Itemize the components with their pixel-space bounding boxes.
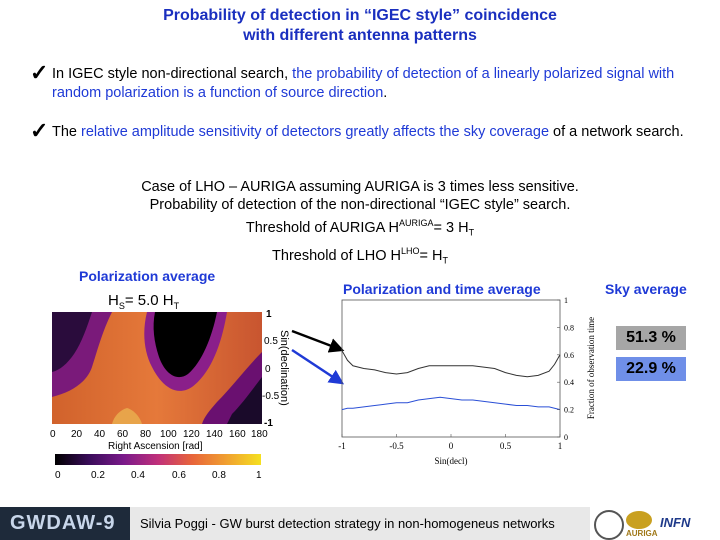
skymap-xtick: 180 [251, 429, 268, 440]
line-chart: -1 -0.5 0 0.5 1 0 0.2 0.4 0.6 0.8 1 Sin(decl) Fra… [338, 296, 596, 466]
colorbar-tick: 1 [256, 470, 262, 481]
skymap-region [153, 312, 217, 378]
skymap-ylabel: Sin(declination) [278, 330, 290, 406]
chart-xtick: 0 [449, 441, 454, 451]
chart-frame [341, 299, 561, 438]
bullet-1-highlight: the probability of detection of a linear… [52, 66, 675, 101]
skymap-xtick: 120 [183, 429, 200, 440]
skymap-ytick: -0.5 [262, 391, 280, 402]
auriga-logo-icon [626, 511, 652, 529]
arrows [291, 329, 345, 385]
skymap-threshold-label: HS= 5.0 HT [108, 292, 180, 311]
chart-ytick: 0.2 [564, 406, 574, 415]
skymap-xtick: 160 [229, 429, 246, 440]
skymap-xtick: 40 [94, 429, 106, 440]
bullet-2-highlight: relative amplitude sensitivity of detect… [81, 124, 550, 140]
chart-series-line-1 [341, 350, 561, 378]
chart-ytick: 1 [564, 296, 568, 305]
skymap-xtick: 0 [50, 429, 56, 440]
skymap-ytick: 0.5 [264, 336, 278, 347]
bullet-1: ✓ In IGEC style non-directional search, … [30, 62, 702, 103]
heading-polarization-average: Polarization average [79, 268, 216, 284]
university-seal-icon [594, 510, 624, 540]
colorbar-tick: 0.4 [131, 470, 145, 481]
skymap-ytick: 0 [265, 364, 271, 375]
chart-ytick: 0.6 [564, 351, 574, 360]
case-line-2: Probability of detection of the non-dire… [149, 197, 571, 213]
skymap-plot [52, 312, 262, 424]
footer-bar: GWDAW-9 Silvia Poggi - GW burst detectio… [0, 507, 720, 540]
chart-ytick: 0.4 [564, 378, 574, 387]
arrow-blue [291, 348, 345, 385]
bullet-2-pre: The [52, 124, 82, 140]
chart-xtick: -0.5 [389, 441, 404, 451]
bullet-1-post: . [383, 85, 388, 101]
footer-caption: Silvia Poggi - GW burst detection strate… [140, 516, 555, 531]
heading-polarization-time-average: Polarization and time average [343, 281, 541, 297]
colorbar-tick: 0.6 [172, 470, 186, 481]
skymap-xtick: 80 [140, 429, 152, 440]
footer-logos: AURIGA INFN [590, 507, 720, 540]
bullet-2-post: of a network search. [549, 124, 684, 140]
chart-xlabel: Sin(decl) [435, 456, 468, 466]
chart-xtick: 1 [558, 441, 563, 451]
title-line-2: with different antenna patterns [243, 27, 477, 44]
page-title: Probability of detection in “IGEC style”… [0, 6, 720, 46]
footer-caption-area: Silvia Poggi - GW burst detection strate… [130, 507, 590, 540]
colorbar-tick: 0.2 [91, 470, 105, 481]
arrow-black [291, 329, 345, 353]
bullet-1-pre: In IGEC style non-directional search, [52, 66, 293, 82]
case-line-1: Case of LHO – AURIGA assuming AURIGA is … [141, 179, 579, 195]
skymap-region [112, 408, 142, 424]
skymap-xtick: 60 [117, 429, 129, 440]
case-description: Case of LHO – AURIGA assuming AURIGA is … [0, 178, 720, 269]
case-line-4: Threshold of LHO HLHO= HT [272, 245, 448, 266]
chart-series-line-2 [341, 396, 561, 411]
chart-xtick: -1 [338, 441, 346, 451]
skymap-ytick: -1 [264, 418, 273, 429]
sky-average-value-1: 51.3 % [616, 326, 686, 350]
skymap-region [227, 377, 262, 424]
checkmark-icon: ✓ [30, 118, 49, 143]
chart-xtick: 0.5 [500, 441, 512, 451]
chart-ytick: 0.8 [564, 323, 574, 332]
skymap-xlabel: Right Ascension [rad] [108, 441, 203, 452]
chart-ytick: 0 [564, 433, 568, 442]
infn-logo: INFN [660, 515, 691, 530]
title-line-1: Probability of detection in “IGEC style”… [163, 7, 557, 24]
sky-average-value-2: 22.9 % [616, 357, 686, 381]
gwdaw-logo: GWDAW-9 [0, 507, 130, 540]
skymap-xtick: 100 [160, 429, 177, 440]
skymap-region [52, 312, 92, 372]
gwdaw-logo-text: GWDAW-9 [10, 512, 116, 534]
skymap-ytick: 1 [266, 309, 272, 320]
skymap-xtick: 20 [71, 429, 83, 440]
auriga-logo-text: AURIGA [626, 529, 658, 538]
colorbar-tick: 0.8 [212, 470, 226, 481]
bullet-2: ✓ The relative amplitude sensitivity of … [30, 120, 702, 142]
case-line-3: Threshold of AURIGA HAURIGA= 3 HT [245, 218, 475, 238]
checkmark-icon: ✓ [30, 60, 49, 85]
chart-ylabel: Fraction of observation time [586, 317, 596, 419]
colorbar-tick: 0 [55, 470, 61, 481]
skymap-xtick: 140 [206, 429, 223, 440]
colorbar [55, 454, 261, 465]
heading-sky-average: Sky average [605, 281, 687, 297]
